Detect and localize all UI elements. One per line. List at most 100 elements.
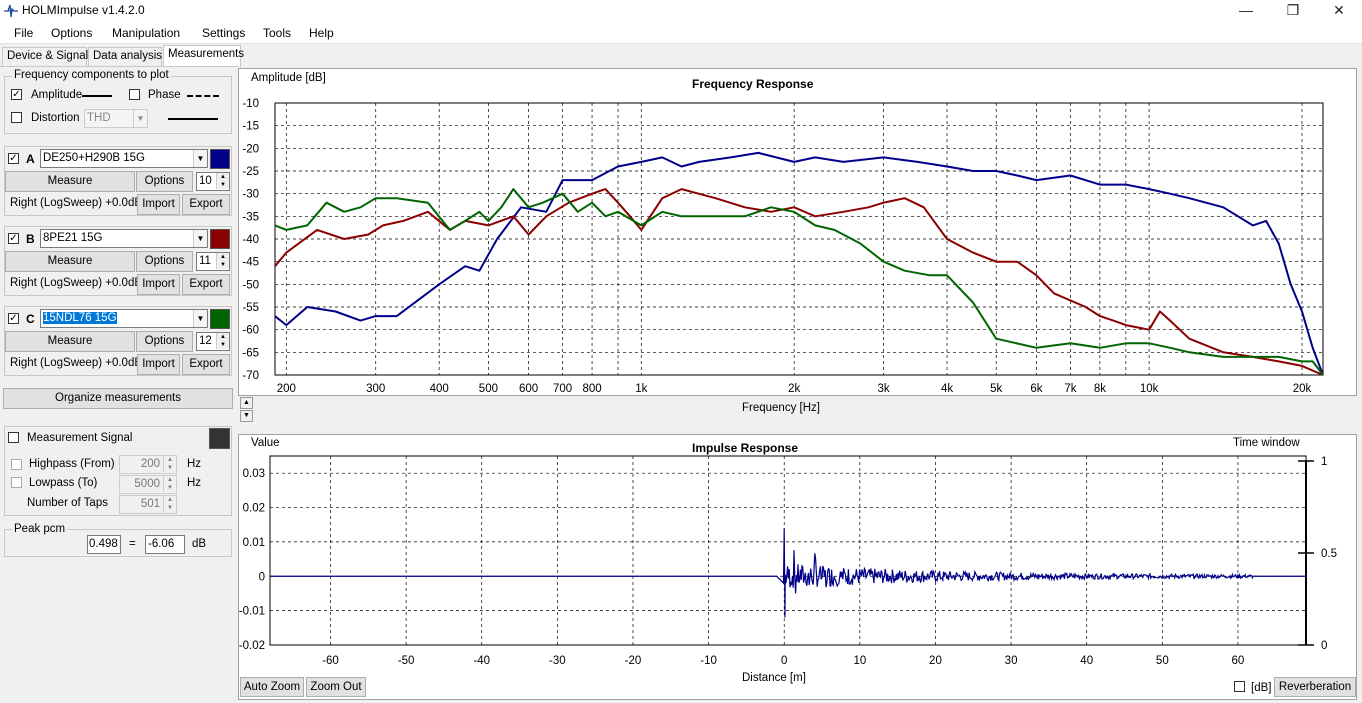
y-tick-label: -60	[242, 325, 259, 337]
spin-down-icon[interactable]: ▼	[216, 341, 229, 349]
spin-down-icon[interactable]: ▼	[163, 484, 176, 492]
window-title: HOLMImpulse v1.4.2.0	[22, 3, 145, 17]
y-tick-label: -15	[242, 121, 259, 133]
highpass-spinner[interactable]: 200 ▲ ▼	[119, 455, 177, 474]
zoom-out-button[interactable]: Zoom Out	[306, 677, 366, 697]
plot-frame	[269, 455, 1307, 646]
measurement-a-name-select[interactable]: DE250+H290B 15G ▼	[40, 149, 208, 168]
measurement-b-letter: B	[26, 232, 35, 246]
measurement-c-spinner[interactable]: 12 ▲ ▼	[196, 332, 230, 351]
measurement-a-measure-button[interactable]: Measure	[5, 171, 135, 192]
spin-up-icon[interactable]: ▲	[216, 333, 229, 341]
x-tick-label: 40	[1080, 655, 1093, 667]
impulse-xlabel: Distance [m]	[742, 672, 806, 684]
lowpass-checkbox[interactable]	[11, 477, 22, 488]
spin-up-icon[interactable]: ▲	[163, 496, 176, 504]
spin-up-icon[interactable]: ▲	[163, 456, 176, 464]
measurement-c-measure-button[interactable]: Measure	[5, 331, 135, 352]
menu-help[interactable]: Help	[309, 26, 334, 40]
highpass-label: Highpass (From)	[29, 458, 115, 470]
measurement-b-measure-button[interactable]: Measure	[5, 251, 135, 272]
measurement-a-spinner[interactable]: 10 ▲ ▼	[196, 172, 230, 191]
measurement-b-checkbox[interactable]: ✓	[8, 233, 19, 244]
frequency-xlabel: Frequency [Hz]	[742, 402, 820, 414]
menu-file[interactable]: File	[14, 26, 34, 40]
measurement-c-options-button[interactable]: Options	[136, 331, 193, 352]
spin-up-icon[interactable]: ▲	[163, 476, 176, 484]
x-tick-label: -10	[700, 655, 717, 667]
title-bar	[0, 0, 1362, 22]
splitter-up-button[interactable]: ▲	[240, 397, 253, 409]
highpass-unit: Hz	[187, 458, 202, 470]
peak-db-field: -6.06	[145, 535, 185, 554]
maximize-button[interactable]: ❐	[1286, 2, 1300, 18]
measurement-a-import-button[interactable]: Import	[137, 194, 180, 215]
frequency-response-chart[interactable]: -10 -15 -20 -25 -30 -35 -40 -45 -50 -55 -60 -65 -70 2…	[238, 68, 1357, 396]
close-button[interactable]: ✕	[1333, 2, 1345, 18]
measurement-b-color-swatch[interactable]	[210, 229, 230, 249]
distortion-checkbox[interactable]	[11, 112, 22, 123]
x-tick-label: -30	[549, 655, 566, 667]
menu-manipulation[interactable]: Manipulation	[112, 26, 181, 40]
measurement-b-spinner[interactable]: 11 ▲ ▼	[196, 252, 230, 271]
x-tick-label: 300	[366, 383, 385, 395]
menu-tools[interactable]: Tools	[263, 26, 292, 40]
x-tick-label: 4k	[941, 383, 953, 395]
measurement-c-export-button[interactable]: Export	[182, 354, 230, 375]
tab-measurements[interactable]: Measurements	[163, 45, 244, 67]
lowpass-spinner[interactable]: 5000 ▲ ▼	[119, 475, 177, 494]
spin-down-icon[interactable]: ▼	[216, 181, 229, 189]
menu-options[interactable]: Options	[51, 26, 93, 40]
measurement-a-options-button[interactable]: Options	[136, 171, 193, 192]
amplitude-checkbox[interactable]: ✓	[11, 89, 22, 100]
impulse-response-chart[interactable]: 0.03 0.02 0.01 0 -0.01 -0.02 -60 -50 -40 -30 -20 -1…	[238, 434, 1357, 700]
measurement-c-import-button[interactable]: Import	[137, 354, 180, 375]
measurement-b-export-button[interactable]: Export	[182, 274, 230, 295]
measurement-a-checkbox[interactable]: ✓	[8, 153, 19, 164]
y-tick-label: 0	[259, 571, 265, 583]
measurement-c-info: Right (LogSweep) +0.0dB	[10, 357, 143, 369]
spin-down-icon[interactable]: ▼	[163, 464, 176, 472]
measurement-b-options-button[interactable]: Options	[136, 251, 193, 272]
minimize-button[interactable]: —	[1239, 2, 1253, 18]
splitter-down-button[interactable]: ▼	[240, 410, 253, 422]
y-tick-label: -30	[242, 189, 259, 201]
x-tick-label: 800	[582, 383, 601, 395]
chevron-down-icon: ▼	[133, 110, 147, 127]
x-tick-label: -20	[625, 655, 642, 667]
y-tick-label: -35	[242, 211, 259, 223]
measurement-a-color-swatch[interactable]	[210, 149, 230, 169]
measurement-c-letter: C	[26, 312, 35, 326]
measurement-signal-checkbox[interactable]	[8, 432, 19, 443]
tab-device-signal[interactable]: Device & Signal	[2, 47, 88, 66]
phase-checkbox[interactable]	[129, 89, 140, 100]
measurement-a-export-button[interactable]: Export	[182, 194, 230, 215]
organize-measurements-button[interactable]: Organize measurements	[3, 388, 233, 409]
taps-spinner[interactable]: 501 ▲ ▼	[119, 495, 177, 514]
measurement-c-checkbox[interactable]: ✓	[8, 313, 19, 324]
spin-up-icon[interactable]: ▲	[216, 253, 229, 261]
menu-settings[interactable]: Settings	[202, 26, 246, 40]
spin-up-icon[interactable]: ▲	[216, 173, 229, 181]
x-tick-label: 400	[430, 383, 449, 395]
measurement-c-name-select[interactable]: 15NDL76 15G ▼	[40, 309, 208, 328]
measurement-b-import-button[interactable]: Import	[137, 274, 180, 295]
tab-data-analysis[interactable]: Data analysis	[88, 47, 162, 66]
time-window-tick-label: 1	[1321, 456, 1327, 468]
db-checkbox[interactable]	[1234, 681, 1245, 692]
frequency-components-title: Frequency components to plot	[12, 69, 171, 81]
spin-down-icon[interactable]: ▼	[163, 504, 176, 512]
distortion-select[interactable]: THD ▼	[84, 109, 148, 128]
highpass-checkbox[interactable]	[11, 459, 22, 470]
x-tick-label: 2k	[788, 383, 800, 395]
signal-color-swatch[interactable]	[209, 428, 230, 449]
spin-down-icon[interactable]: ▼	[216, 261, 229, 269]
y-tick-label: -70	[242, 370, 259, 382]
reverberation-button[interactable]: Reverberation	[1274, 677, 1356, 697]
taps-label: Number of Taps	[27, 497, 108, 509]
time-window-tick-label: 0.5	[1321, 548, 1337, 560]
y-tick-label: -0.01	[239, 606, 265, 618]
measurement-c-color-swatch[interactable]	[210, 309, 230, 329]
auto-zoom-button[interactable]: Auto Zoom	[240, 677, 304, 697]
measurement-b-name-select[interactable]: 8PE21 15G ▼	[40, 229, 208, 248]
